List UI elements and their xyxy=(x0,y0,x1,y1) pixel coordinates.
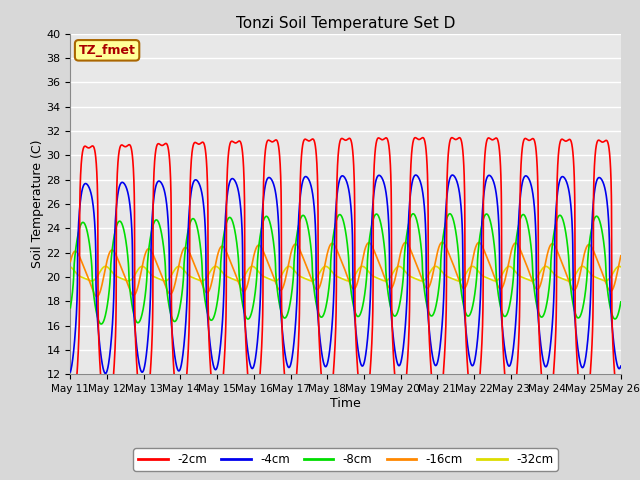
-4cm xyxy=(616,365,624,371)
-32cm xyxy=(67,264,74,270)
Line: -16cm: -16cm xyxy=(70,242,621,297)
-2cm xyxy=(438,382,446,387)
-2cm xyxy=(500,364,508,370)
Y-axis label: Soil Temperature (C): Soil Temperature (C) xyxy=(31,140,44,268)
-32cm xyxy=(432,264,440,269)
-8cm xyxy=(97,321,105,327)
-32cm xyxy=(439,270,447,276)
-2cm xyxy=(469,415,477,421)
-8cm xyxy=(617,299,625,305)
-32cm xyxy=(469,264,477,269)
-2cm xyxy=(419,135,427,141)
-8cm xyxy=(325,283,333,289)
Line: -8cm: -8cm xyxy=(70,214,621,324)
-16cm xyxy=(439,240,447,245)
-2cm xyxy=(616,419,624,425)
-8cm xyxy=(438,239,446,244)
-4cm xyxy=(439,314,447,320)
Line: -4cm: -4cm xyxy=(70,175,621,373)
-16cm xyxy=(93,294,100,300)
-16cm xyxy=(617,253,625,259)
-32cm xyxy=(166,275,173,281)
-16cm xyxy=(166,291,173,297)
-8cm xyxy=(616,302,624,308)
-32cm xyxy=(617,264,625,270)
-32cm xyxy=(500,268,508,274)
-32cm xyxy=(616,264,624,269)
-4cm xyxy=(412,172,420,178)
-4cm xyxy=(67,369,74,375)
-2cm xyxy=(166,154,173,159)
-16cm xyxy=(325,244,333,250)
-8cm xyxy=(500,313,508,319)
-2cm xyxy=(617,420,625,425)
Text: TZ_fmet: TZ_fmet xyxy=(79,44,136,57)
-16cm xyxy=(469,254,477,260)
-4cm xyxy=(617,363,625,369)
-2cm xyxy=(67,426,74,432)
Line: -2cm: -2cm xyxy=(70,138,621,429)
-8cm xyxy=(166,305,173,311)
-32cm xyxy=(325,265,333,271)
-8cm xyxy=(446,211,454,216)
-16cm xyxy=(438,240,446,245)
-16cm xyxy=(616,255,624,261)
-8cm xyxy=(469,301,477,307)
Title: Tonzi Soil Temperature Set D: Tonzi Soil Temperature Set D xyxy=(236,16,455,31)
-4cm xyxy=(166,280,173,286)
Line: -32cm: -32cm xyxy=(70,266,621,281)
-16cm xyxy=(500,279,508,285)
-4cm xyxy=(469,362,477,368)
-16cm xyxy=(67,259,74,264)
-2cm xyxy=(325,413,333,419)
X-axis label: Time: Time xyxy=(330,397,361,410)
-4cm xyxy=(325,352,333,358)
-32cm xyxy=(161,278,169,284)
-8cm xyxy=(67,305,74,311)
Legend: -2cm, -4cm, -8cm, -16cm, -32cm: -2cm, -4cm, -8cm, -16cm, -32cm xyxy=(133,448,558,471)
-4cm xyxy=(500,343,508,349)
-4cm xyxy=(102,371,109,376)
